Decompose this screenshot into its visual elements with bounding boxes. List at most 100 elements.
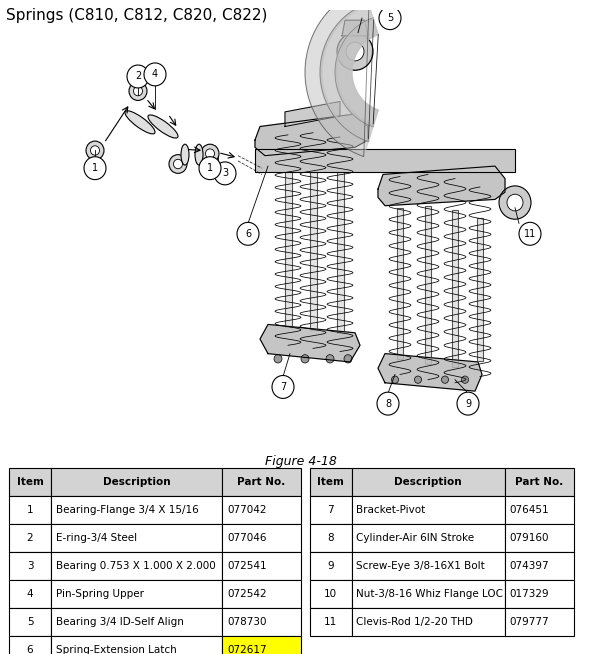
Text: 6: 6 xyxy=(26,645,34,654)
Text: 1: 1 xyxy=(26,505,34,515)
Bar xyxy=(222,496,300,524)
Polygon shape xyxy=(320,3,374,142)
Text: 10: 10 xyxy=(324,589,337,599)
Text: 9: 9 xyxy=(465,399,471,409)
Circle shape xyxy=(499,186,531,219)
Circle shape xyxy=(91,146,100,155)
Text: 5: 5 xyxy=(26,617,34,627)
Bar xyxy=(222,468,300,496)
Polygon shape xyxy=(305,0,369,156)
Ellipse shape xyxy=(125,111,155,134)
Bar xyxy=(425,205,431,364)
Text: 4: 4 xyxy=(152,69,158,79)
Bar xyxy=(51,468,222,496)
Bar xyxy=(310,552,352,580)
Bar xyxy=(222,636,300,654)
Circle shape xyxy=(206,149,215,158)
Text: 8: 8 xyxy=(327,533,334,543)
Text: 9: 9 xyxy=(327,561,334,571)
FancyBboxPatch shape xyxy=(255,149,515,173)
Circle shape xyxy=(301,354,309,363)
Text: Cylinder-Air 6IN Stroke: Cylinder-Air 6IN Stroke xyxy=(356,533,475,543)
Bar xyxy=(222,552,300,580)
Bar xyxy=(9,608,51,636)
Polygon shape xyxy=(378,166,505,205)
Circle shape xyxy=(272,375,294,398)
Text: Item: Item xyxy=(317,477,344,487)
Text: Description: Description xyxy=(103,477,171,487)
Bar xyxy=(505,524,574,552)
Bar xyxy=(310,608,352,636)
Bar xyxy=(222,580,300,608)
Bar xyxy=(505,468,574,496)
Circle shape xyxy=(415,376,421,383)
Bar xyxy=(310,468,352,496)
Bar xyxy=(222,524,300,552)
Text: 079777: 079777 xyxy=(510,617,549,627)
Bar xyxy=(310,166,317,330)
Bar xyxy=(9,524,51,552)
Text: 077046: 077046 xyxy=(227,533,267,543)
Bar xyxy=(9,496,51,524)
Bar xyxy=(352,608,505,636)
Bar xyxy=(51,552,222,580)
Bar xyxy=(352,496,505,524)
Bar xyxy=(352,468,505,496)
Text: 077042: 077042 xyxy=(227,505,267,515)
Text: Part No.: Part No. xyxy=(515,477,564,487)
Text: Bracket-Pivot: Bracket-Pivot xyxy=(356,505,426,515)
Circle shape xyxy=(462,376,469,383)
Bar xyxy=(452,210,458,367)
Text: Part No.: Part No. xyxy=(237,477,285,487)
Circle shape xyxy=(274,354,282,363)
Bar xyxy=(9,468,51,496)
Circle shape xyxy=(337,33,373,70)
Circle shape xyxy=(457,392,479,415)
Circle shape xyxy=(379,7,401,29)
Text: Clevis-Rod 1/2-20 THD: Clevis-Rod 1/2-20 THD xyxy=(356,617,473,627)
Text: 3: 3 xyxy=(26,561,34,571)
Bar xyxy=(477,218,483,361)
Polygon shape xyxy=(260,324,360,362)
Text: 11: 11 xyxy=(324,617,337,627)
Circle shape xyxy=(326,354,334,363)
Bar xyxy=(51,524,222,552)
Bar xyxy=(505,552,574,580)
Bar xyxy=(505,580,574,608)
Bar xyxy=(352,580,505,608)
Bar xyxy=(352,552,505,580)
Circle shape xyxy=(377,392,399,415)
Text: Item: Item xyxy=(17,477,43,487)
Circle shape xyxy=(86,141,104,160)
Ellipse shape xyxy=(181,144,189,165)
Bar xyxy=(51,496,222,524)
Circle shape xyxy=(133,86,142,95)
Text: 3: 3 xyxy=(222,168,228,179)
Bar xyxy=(9,636,51,654)
Text: 072541: 072541 xyxy=(227,561,267,571)
Bar xyxy=(9,552,51,580)
Text: Springs (C810, C812, C820, C822): Springs (C810, C812, C820, C822) xyxy=(6,8,267,23)
Text: 017329: 017329 xyxy=(510,589,549,599)
Circle shape xyxy=(201,144,219,163)
Text: 5: 5 xyxy=(387,13,393,23)
Circle shape xyxy=(174,160,183,169)
Text: 072617: 072617 xyxy=(227,645,267,654)
Circle shape xyxy=(237,222,259,245)
Bar xyxy=(284,168,291,326)
Text: 2: 2 xyxy=(26,533,34,543)
Text: Screw-Eye 3/8-16X1 Bolt: Screw-Eye 3/8-16X1 Bolt xyxy=(356,561,485,571)
Bar xyxy=(310,524,352,552)
Circle shape xyxy=(214,162,236,185)
Text: Pin-Spring Upper: Pin-Spring Upper xyxy=(56,589,144,599)
Text: 6: 6 xyxy=(245,229,251,239)
Bar xyxy=(505,608,574,636)
Text: 11: 11 xyxy=(524,229,536,239)
Polygon shape xyxy=(285,101,340,126)
Circle shape xyxy=(346,42,364,61)
Ellipse shape xyxy=(195,144,203,165)
Text: 076451: 076451 xyxy=(510,505,549,515)
Bar xyxy=(9,580,51,608)
Text: Description: Description xyxy=(394,477,462,487)
Bar xyxy=(51,580,222,608)
